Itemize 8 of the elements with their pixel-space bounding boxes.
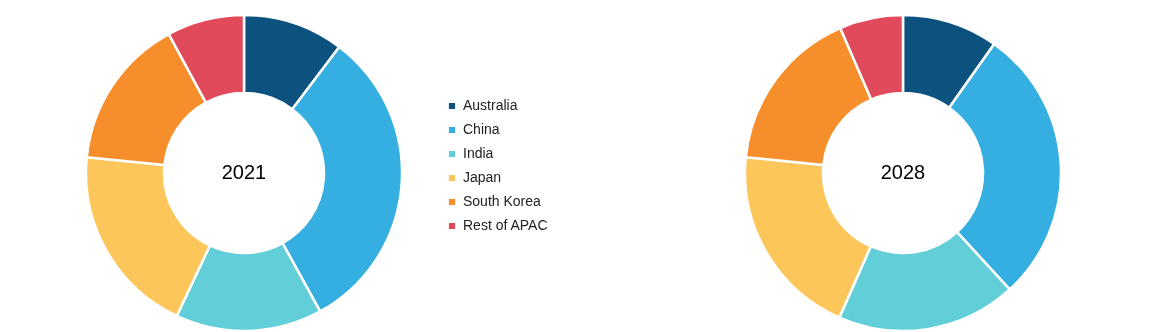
text: 2028 [880,161,926,183]
legend-label: Rest of APAC [463,217,548,233]
legend-label: Australia [463,97,518,113]
legend-label: Japan [463,169,502,185]
legend-label: India [463,145,494,161]
text: 2021 [221,161,267,183]
legend-label: South Korea [463,193,542,209]
legend-label: China [463,121,500,137]
